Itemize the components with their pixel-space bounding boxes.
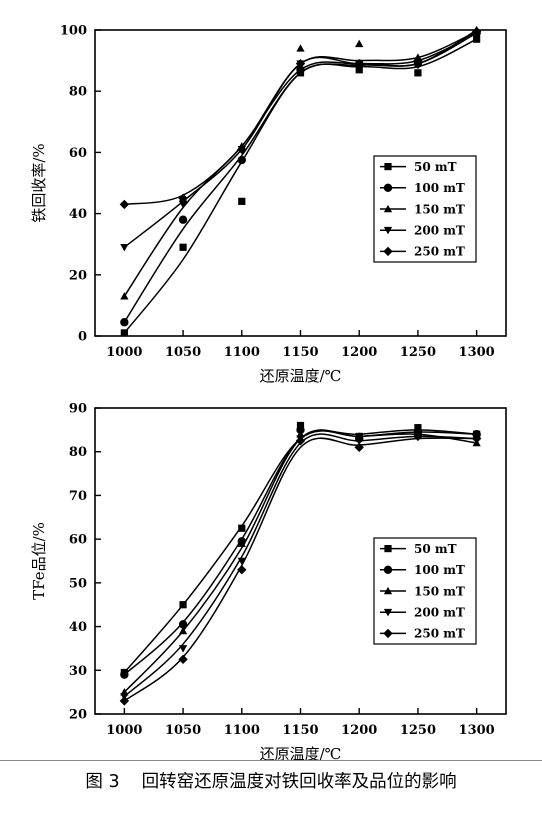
tfe-grade-chart: 20 30 40 50 60 70 80 90 1000 1050 1100 1150 1200 1250…	[30, 402, 507, 763]
y-tick-label: 80	[69, 445, 87, 460]
legend-label: 100 mT	[414, 181, 465, 195]
x-tick-label: 1100	[224, 723, 260, 738]
data-point	[178, 215, 188, 224]
legend-marker	[383, 628, 393, 639]
figure-caption: 图 3 回转窑还原温度对铁回收率及品位的影响	[0, 760, 542, 800]
data-point	[120, 329, 128, 337]
data-point	[355, 437, 364, 445]
data-point	[413, 55, 423, 66]
data-point	[119, 696, 130, 706]
x-tick-label: 1050	[165, 345, 201, 360]
data-point	[178, 620, 188, 629]
data-point	[471, 433, 482, 444]
y-tick-label: 80	[69, 85, 87, 100]
data-point	[237, 155, 246, 165]
data-point	[120, 670, 129, 679]
data-point	[120, 292, 129, 300]
y-tick-label: 90	[69, 402, 87, 417]
legend-marker	[383, 608, 393, 617]
data-point	[413, 431, 423, 442]
x-axis-label: 还原温度/℃	[260, 745, 342, 763]
x-tick-label: 1300	[459, 345, 495, 360]
legend-label: 150 mT	[414, 584, 465, 598]
data-point	[414, 69, 422, 77]
data-point	[296, 44, 305, 52]
data-point	[295, 436, 306, 446]
data-point	[120, 318, 129, 327]
y-tick-label: 0	[78, 330, 87, 345]
legend-label: 50 mT	[414, 160, 457, 174]
data-point	[178, 201, 188, 209]
x-tick-label: 1200	[341, 345, 377, 360]
legend-marker	[383, 246, 393, 257]
data-point	[471, 26, 482, 37]
legend-label: 250 mT	[414, 627, 465, 641]
data-point	[296, 421, 305, 430]
data-point	[120, 243, 129, 252]
x-tick-label: 1150	[282, 723, 318, 738]
legend-marker	[384, 545, 392, 553]
data-point	[237, 144, 247, 155]
y-tick-label: 70	[69, 489, 87, 504]
legend-label: 50 mT	[414, 542, 457, 556]
data-point	[354, 58, 364, 69]
data-point	[473, 35, 481, 43]
data-point	[355, 39, 364, 48]
y-axis-label: 铁回收率/%	[30, 143, 48, 222]
x-tick-label: 1200	[341, 723, 377, 738]
legend-marker	[383, 565, 393, 574]
data-point	[414, 424, 422, 432]
data-point	[237, 539, 246, 547]
y-tick-label: 40	[69, 620, 87, 635]
x-tick-label: 1000	[106, 345, 142, 360]
legend-marker	[383, 204, 393, 213]
x-axis-label: 还原温度/℃	[260, 367, 342, 385]
y-tick-label: 100	[60, 24, 87, 39]
x-tick-label: 1050	[165, 723, 201, 738]
data-point	[237, 565, 247, 575]
data-point	[119, 199, 130, 210]
y-axis-label: TFe品位/%	[30, 522, 48, 600]
recovery-rate-chart: 0 20 40 60 80 100 1000 1050 1100 1150 1200 1250 1300…	[30, 24, 507, 385]
legend-label: 250 mT	[414, 245, 465, 259]
x-tick-label: 1000	[106, 723, 142, 738]
data-point	[179, 601, 187, 609]
data-point	[238, 197, 246, 205]
caption-rule	[0, 760, 542, 761]
data-point	[237, 557, 246, 566]
data-point	[178, 193, 188, 203]
x-tick-label: 1250	[400, 345, 436, 360]
y-tick-label: 50	[69, 576, 87, 591]
legend-label: 150 mT	[414, 202, 465, 216]
legend-label: 200 mT	[414, 606, 465, 620]
x-tick-label: 1300	[459, 723, 495, 738]
data-point	[296, 425, 305, 435]
y-tick-label: 60	[69, 533, 87, 548]
y-tick-label: 20	[69, 268, 87, 283]
caption-label: 图 3	[85, 771, 120, 792]
y-tick-label: 40	[69, 207, 87, 222]
x-tick-label: 1150	[282, 345, 318, 360]
data-point	[178, 654, 188, 665]
x-tick-label: 1250	[400, 723, 436, 738]
legend-marker	[384, 163, 392, 171]
data-point	[178, 626, 188, 635]
legend-marker	[383, 226, 393, 235]
legend-label: 100 mT	[414, 563, 465, 577]
y-tick-label: 30	[69, 664, 87, 679]
data-point	[295, 58, 306, 69]
legend-marker	[383, 586, 393, 595]
data-point	[354, 442, 364, 453]
legend-marker	[383, 183, 393, 192]
data-point	[413, 61, 423, 70]
y-tick-label: 20	[69, 708, 87, 723]
caption-text: 回转窑还原温度对铁回收率及品位的影响	[141, 771, 457, 792]
data-point	[238, 524, 246, 532]
data-point	[179, 243, 187, 251]
x-tick-label: 1100	[224, 345, 260, 360]
legend-label: 200 mT	[414, 224, 465, 238]
y-tick-label: 60	[69, 146, 87, 161]
data-point	[178, 645, 188, 653]
